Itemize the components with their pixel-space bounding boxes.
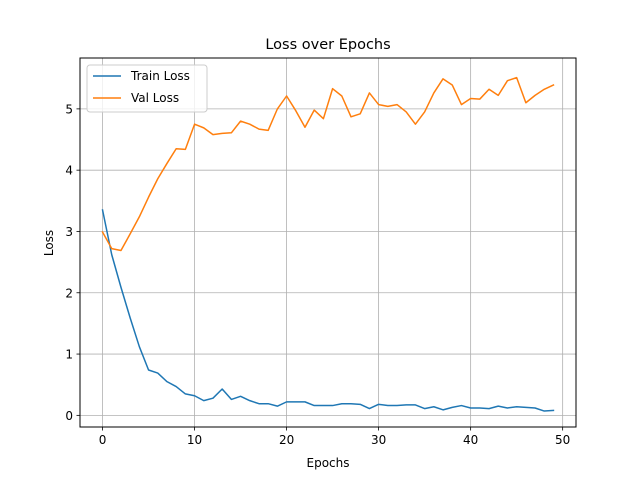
y-axis-title: Loss [42,230,56,256]
plot-area-frame [79,57,577,428]
grid-lines [80,58,576,427]
legend-label-val-loss: Val Loss [131,91,179,105]
chart-title: Loss over Epochs [265,37,390,53]
y-tick-label: 3 [65,225,73,239]
series-line-train-loss [101,209,555,412]
y-tick-label: 5 [65,102,73,116]
legend-label-train-loss: Train Loss [130,69,190,83]
series-lines [101,76,555,412]
y-tick-label: 2 [65,286,73,300]
x-tick-label: 50 [555,433,570,447]
x-axis-title: Epochs [307,456,350,470]
y-tick-label: 4 [65,164,73,178]
x-tick-label: 20 [279,433,294,447]
y-tick-label: 1 [65,348,73,362]
y-tick-label: 0 [65,409,73,423]
axis-ticks: 0 10 20 30 40 50 0 1 2 3 4 5 [65,102,570,447]
x-tick-label: 30 [371,433,386,447]
x-tick-label: 40 [463,433,478,447]
legend: Train Loss Val Loss [86,64,208,113]
x-tick-label: 10 [187,433,202,447]
x-tick-label: 0 [99,433,107,447]
series-line-val-loss [101,76,555,252]
